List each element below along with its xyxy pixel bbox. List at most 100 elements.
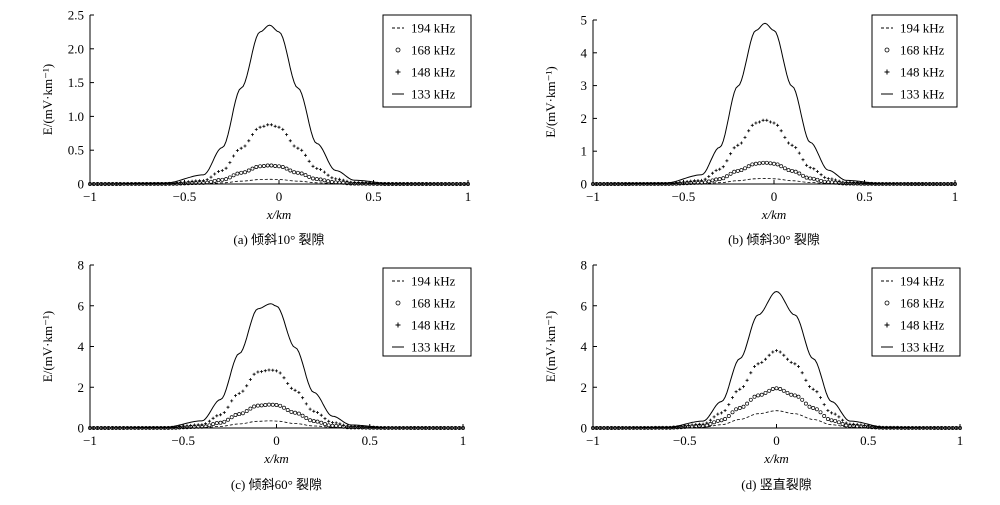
- data-point: [273, 124, 277, 128]
- data-point: [837, 415, 841, 419]
- data-point: [826, 180, 831, 185]
- data-point: [353, 181, 357, 185]
- data-point: [815, 170, 819, 173]
- data-point: [330, 423, 335, 428]
- data-point: [736, 143, 740, 147]
- data-point: [333, 180, 338, 185]
- data-point: [319, 420, 324, 425]
- data-point: [303, 173, 308, 178]
- x-tick-label: −1: [83, 189, 97, 204]
- series-133-kHz: [90, 303, 463, 429]
- data-point: [731, 396, 734, 400]
- data-point: [678, 181, 682, 184]
- y-axis-label: E/(mV·km⁻¹): [40, 311, 55, 382]
- legend-box: [382, 267, 472, 357]
- data-point: [282, 405, 286, 410]
- data-point: [790, 143, 794, 147]
- data-point: [326, 173, 330, 177]
- y-tick-label: 4: [581, 45, 588, 60]
- data-point: [304, 416, 309, 421]
- data-point: [829, 180, 834, 185]
- data-point: [353, 425, 357, 429]
- data-point: [682, 180, 685, 184]
- y-tick-label: 2: [581, 111, 588, 126]
- data-point: [720, 411, 723, 415]
- data-point: [750, 123, 754, 127]
- data-point: [844, 421, 848, 425]
- data-point: [779, 164, 784, 169]
- y-tick-label: 1: [581, 144, 588, 159]
- data-point: [841, 418, 845, 422]
- data-point: [775, 349, 778, 353]
- data-point: [356, 181, 360, 185]
- data-point: [747, 129, 751, 133]
- data-point: [254, 127, 258, 131]
- data-point: [267, 368, 271, 372]
- chart-panel-2: −1 −0.5 0 0.5 1 0 1 2 3 4 5 x/km E/(mV·km⁻¹) (b) 倾斜30…: [543, 13, 958, 248]
- data-point: [286, 382, 290, 385]
- data-point: [209, 179, 213, 184]
- data-point: [814, 407, 819, 412]
- data-point: [786, 357, 789, 361]
- data-point: [322, 178, 327, 183]
- y-tick-label: 2: [78, 380, 85, 395]
- data-point: [345, 424, 349, 428]
- data-point: [237, 412, 242, 417]
- data-point: [192, 423, 196, 427]
- data-point: [818, 410, 823, 415]
- legend: 194 kHz 168 kHz 148 kHz 133 kHz: [871, 14, 958, 108]
- data-point: [840, 422, 845, 426]
- data-point: [730, 410, 735, 415]
- data-point: [224, 166, 228, 170]
- data-point: [334, 421, 338, 425]
- data-point: [757, 161, 762, 166]
- data-point: [260, 370, 264, 374]
- data-point: [307, 174, 312, 179]
- data-point: [803, 401, 808, 406]
- legend-box: [382, 14, 472, 108]
- data-point: [237, 391, 241, 395]
- data-point: [212, 178, 217, 183]
- data-point: [252, 404, 257, 409]
- y-tick-label: 4: [78, 339, 85, 354]
- data-point: [761, 160, 766, 165]
- data-point: [258, 164, 263, 169]
- data-point: [807, 404, 812, 409]
- data-point: [830, 177, 834, 181]
- data-point: [204, 422, 208, 426]
- data-point: [739, 168, 744, 173]
- data-point: [836, 420, 841, 425]
- data-point: [753, 365, 756, 368]
- data-point: [266, 123, 270, 127]
- y-tick-label: 0.5: [68, 143, 84, 158]
- data-point: [685, 180, 689, 183]
- data-point: [822, 403, 826, 407]
- data-point: [311, 164, 315, 168]
- data-point: [703, 180, 708, 185]
- data-point: [311, 176, 315, 181]
- series-168-kHz: [591, 386, 962, 430]
- data-point: [797, 151, 801, 155]
- x-tick-label: 1: [465, 189, 472, 204]
- legend-label: 133 kHz: [900, 340, 945, 355]
- data-point: [767, 388, 772, 393]
- data-point: [866, 424, 870, 428]
- x-tick-label: −0.5: [673, 433, 697, 448]
- data-point: [295, 170, 300, 175]
- data-point: [252, 372, 256, 376]
- series-148-kHz: [591, 118, 957, 186]
- data-point: [701, 422, 705, 426]
- data-point: [315, 167, 319, 170]
- data-point: [745, 378, 749, 382]
- x-tick-label: −0.5: [173, 189, 197, 204]
- data-point: [254, 165, 259, 169]
- data-point: [732, 169, 737, 174]
- data-point: [280, 165, 285, 169]
- data-point: [863, 423, 867, 427]
- legend-label: 168 kHz: [411, 43, 456, 58]
- data-point: [259, 403, 264, 408]
- data-point: [292, 144, 296, 148]
- data-point: [284, 166, 289, 171]
- y-tick-label: 2: [581, 380, 588, 395]
